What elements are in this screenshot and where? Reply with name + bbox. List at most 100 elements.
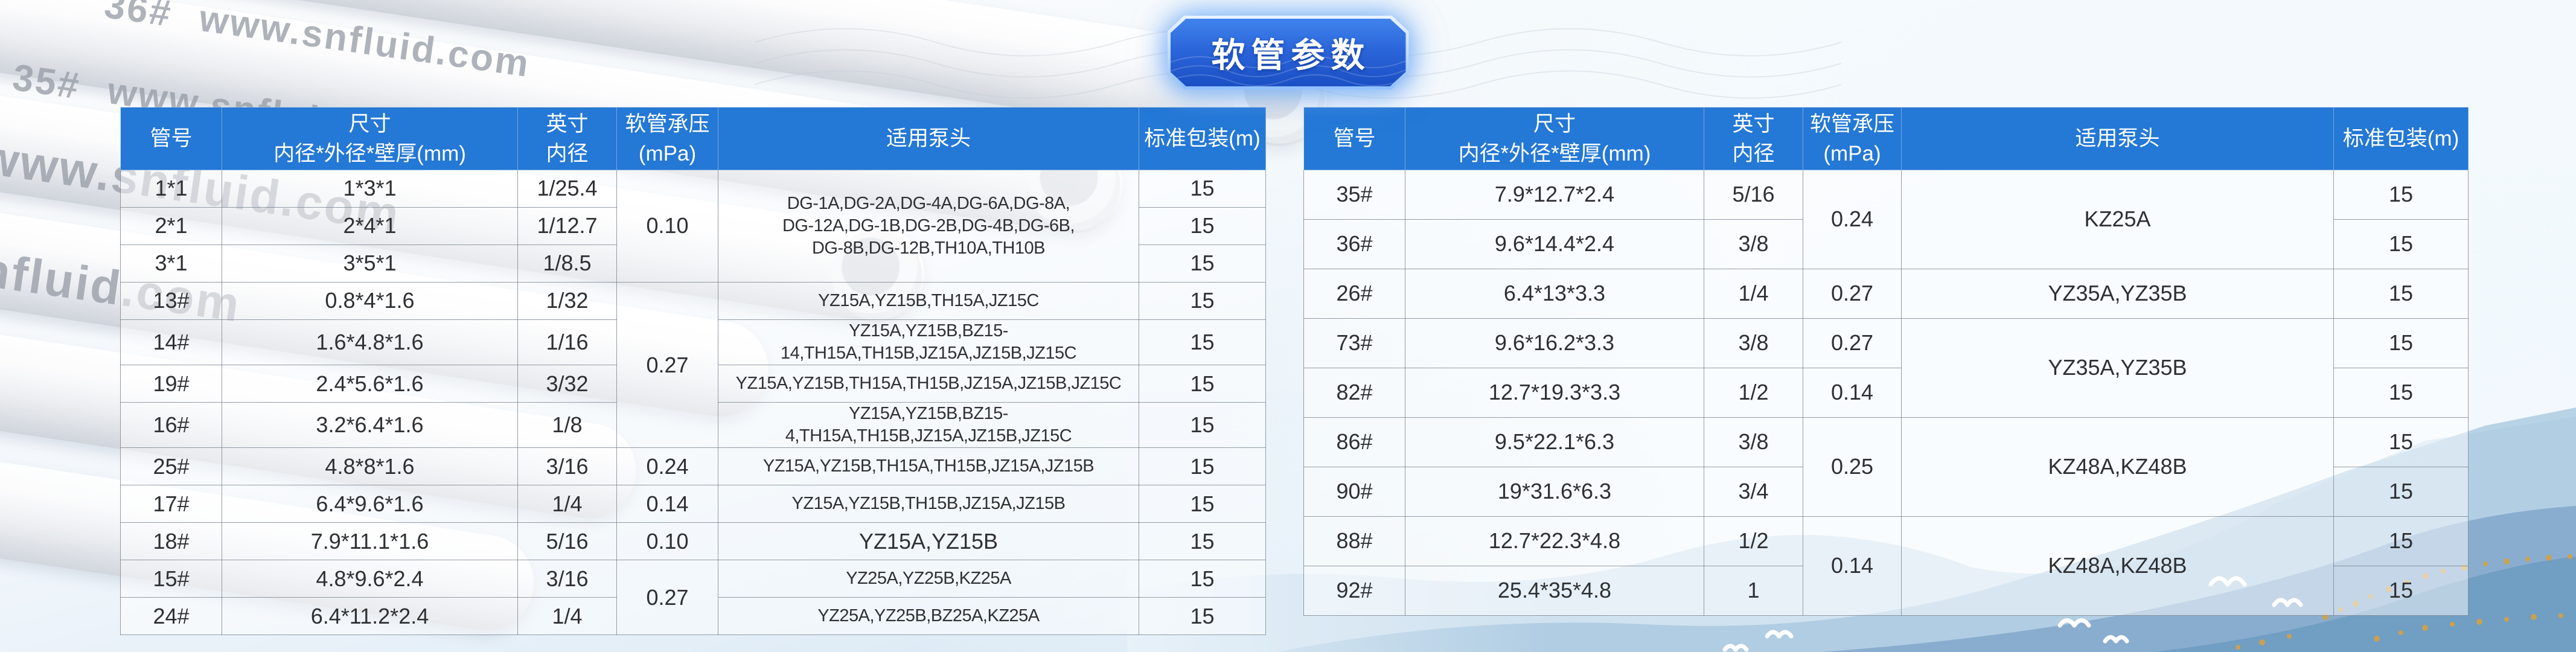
table-cell: 15 xyxy=(2333,566,2469,616)
table-cell: 12.7*19.3*3.3 xyxy=(1405,368,1704,418)
table-row: 17# 6.4*9.6*1.6 1/4 0.14 YZ15A,YZ15B,TH15B,J… xyxy=(120,485,1266,523)
table-cell: 15 xyxy=(2333,467,2469,517)
table-row: 92# 25.4*35*4.8 1 15 xyxy=(1303,566,2469,616)
col-header-size: 尺寸 内径*外径*壁厚(mm) xyxy=(222,107,518,170)
table-row: 13# 0.8*4*1.6 1/32 0.27 YZ15A,YZ15B,TH15A,JZ… xyxy=(120,281,1266,449)
table-cell: KZ48A,KZ48B xyxy=(1901,417,2334,517)
table-cell: 24# xyxy=(120,597,222,636)
table-cell: 0.8*4*1.6 xyxy=(222,282,518,320)
table-cell: 0.27 xyxy=(1803,269,1902,319)
table-cell: 13# xyxy=(120,282,222,320)
table-cell: 3/4 xyxy=(1704,467,1803,517)
table-cell: 15 xyxy=(1139,282,1266,320)
table-cell: 3/32 xyxy=(517,365,617,403)
table-row: 24# 6.4*11.2*2.4 1/4 YZ25A,YZ25B,BZ25A,KZ25… xyxy=(120,597,1266,636)
table-cell: 3/8 xyxy=(1704,318,1803,368)
table-cell: 26# xyxy=(1303,269,1405,319)
table-cell: 15 xyxy=(1139,319,1266,366)
table-cell: 2*4*1 xyxy=(222,207,518,245)
table-cell: 15# xyxy=(120,560,222,598)
table-cell: 1/16 xyxy=(517,319,617,366)
table-cell: 15 xyxy=(1139,245,1266,283)
table-cell: 25.4*35*4.8 xyxy=(1405,566,1704,616)
table-cell: 1/2 xyxy=(1704,368,1803,418)
table-cell: 0.24 xyxy=(1803,170,1902,269)
table-row: 19# 2.4*5.6*1.6 3/32 YZ15A,YZ15B,TH15A,TH15… xyxy=(120,365,1266,403)
table-cell: 90# xyxy=(1303,467,1405,517)
badge-body: 软管参数 xyxy=(1170,19,1406,86)
table-row: 25# 4.8*8*1.6 3/16 0.24 YZ15A,YZ15B,TH15A,TH… xyxy=(120,447,1266,486)
page-title: 软管参数 xyxy=(1211,36,1371,74)
table-cell: 1/2 xyxy=(1704,516,1803,566)
table-cell: 0.10 xyxy=(616,522,718,561)
col-header-tube-no: 管号 xyxy=(120,107,222,170)
table-cell: 15 xyxy=(2333,170,2469,220)
table-cell: 1/4 xyxy=(517,485,617,523)
table-cell: 15 xyxy=(1139,485,1266,523)
table-cell: 0.14 xyxy=(616,485,718,523)
table-cell: 3/16 xyxy=(517,447,617,486)
table-cell: 3/8 xyxy=(1704,417,1803,467)
table-row: 86# 9.5*22.1*6.3 3/8 0.25 KZ48A,KZ48B 15 xyxy=(1303,417,2469,517)
table-cell: YZ35A,YZ35B xyxy=(1901,318,2334,418)
table-row: 82# 12.7*19.3*3.3 1/2 0.14 15 xyxy=(1303,368,2469,418)
table-cell: 1/4 xyxy=(517,597,617,636)
table-cell: 9.6*16.2*3.3 xyxy=(1405,318,1704,368)
table-cell: YZ15A,YZ15B,TH15A,JZ15C xyxy=(718,282,1139,320)
table-cell: 9.5*22.1*6.3 xyxy=(1405,417,1704,467)
table-cell: KZ25A xyxy=(1901,170,2334,269)
table-cell: 9.6*14.4*2.4 xyxy=(1405,219,1704,269)
hose-parameters-table-left: 管号 尺寸 内径*外径*壁厚(mm) 英寸 内径 软管承压 (mPa) 适用泵头 标准… xyxy=(120,107,1266,636)
table-cell: 3*5*1 xyxy=(222,245,518,283)
table-cell: YZ15A,YZ15B,TH15A,TH15B,JZ15A,JZ15B xyxy=(718,447,1139,486)
table-cell: 15 xyxy=(2333,269,2469,319)
table-row: 2*1 2*4*1 1/12.7 15 xyxy=(120,207,1266,245)
table-cell: 1.6*4.8*1.6 xyxy=(222,319,518,366)
table-cell: 6.4*11.2*2.4 xyxy=(222,597,518,636)
table-cell: 15 xyxy=(1139,170,1266,208)
table-row: 90# 19*31.6*6.3 3/4 15 xyxy=(1303,467,2469,517)
table-cell: 88# xyxy=(1303,516,1405,566)
table-cell: 1/12.7 xyxy=(517,207,617,245)
table-row: 14# 1.6*4.8*1.6 1/16 YZ15A,YZ15B,BZ15-14,TH… xyxy=(120,319,1266,366)
table-cell: 7.9*12.7*2.4 xyxy=(1405,170,1704,220)
table-cell: 15 xyxy=(1139,560,1266,598)
table-row: 36# 9.6*14.4*2.4 3/8 15 xyxy=(1303,219,2469,269)
table-cell: 3.2*6.4*1.6 xyxy=(222,402,518,449)
table-cell: 19*31.6*6.3 xyxy=(1405,467,1704,517)
col-header-size: 尺寸 内径*外径*壁厚(mm) xyxy=(1405,107,1704,170)
col-header-packing: 标准包装(m) xyxy=(2333,107,2469,170)
table-row: 26# 6.4*13*3.3 1/4 0.27 YZ35A,YZ35B 15 xyxy=(1303,269,2469,319)
table-cell: 86# xyxy=(1303,417,1405,467)
table-cell: YZ15A,YZ15B xyxy=(718,522,1139,561)
table-cell: 18# xyxy=(120,522,222,561)
table-cell: 82# xyxy=(1303,368,1405,418)
col-header-tube-no: 管号 xyxy=(1303,107,1405,170)
table-cell: 3*1 xyxy=(120,245,222,283)
table-cell: 0.25 xyxy=(1803,417,1902,517)
table-row: 3*1 3*5*1 1/8.5 15 xyxy=(120,245,1266,283)
table-cell: 15 xyxy=(2333,368,2469,418)
table-cell: 17# xyxy=(120,485,222,523)
table-row: 73# 9.6*16.2*3.3 3/8 0.27 YZ35A,YZ35B 15 xyxy=(1303,318,2469,418)
table-cell: 15 xyxy=(1139,522,1266,561)
table-cell: 0.24 xyxy=(616,447,718,486)
table-cell: 15 xyxy=(2333,318,2469,368)
table-cell: 7.9*11.1*1.6 xyxy=(222,522,518,561)
table-cell: DG-1A,DG-2A,DG-4A,DG-6A,DG-8A, DG-12A,DG… xyxy=(718,170,1139,283)
table-cell: 6.4*13*3.3 xyxy=(1405,269,1704,319)
col-header-pressure: 软管承压 (mPa) xyxy=(616,107,718,170)
table-cell: 0.27 xyxy=(616,281,718,449)
col-header-pump: 适用泵头 xyxy=(718,107,1139,170)
table-cell: 15 xyxy=(2333,219,2469,269)
table-cell: 0.10 xyxy=(616,170,718,283)
table-cell: 92# xyxy=(1303,566,1405,616)
header-row: 管号 尺寸 内径*外径*壁厚(mm) 英寸 内径 软管承压 (mPa) 适用泵头 标准… xyxy=(120,107,1266,170)
page-title-badge: 软管参数 xyxy=(1167,16,1409,89)
col-header-inch: 英寸 内径 xyxy=(1704,107,1803,170)
badge-wave-decoration xyxy=(1170,56,1406,86)
table-cell: 16# xyxy=(120,402,222,449)
table-cell: 0.27 xyxy=(1803,318,1902,368)
table-cell: YZ25A,YZ25B,BZ25A,KZ25A xyxy=(718,597,1139,636)
table-cell: 5/16 xyxy=(1704,170,1803,220)
